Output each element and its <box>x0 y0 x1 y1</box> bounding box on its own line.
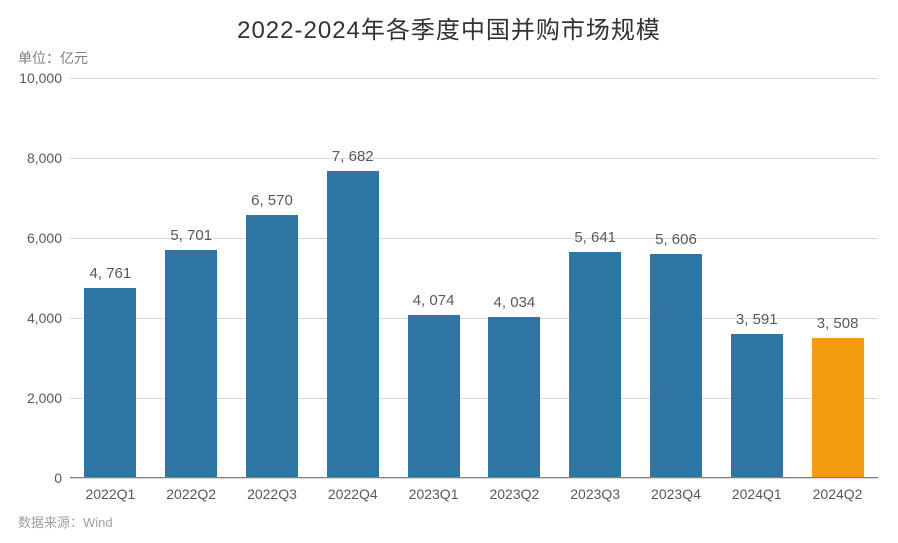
x-tick-label: 2024Q2 <box>813 486 863 502</box>
bar: 4, 034 <box>488 317 540 478</box>
x-axis <box>70 477 878 478</box>
bar: 5, 641 <box>569 252 621 478</box>
bar: 4, 761 <box>84 288 136 478</box>
chart-title: 2022-2024年各季度中国并购市场规模 <box>0 0 898 45</box>
bar-value-label: 3, 508 <box>817 315 859 332</box>
bar-slot: 5, 6062023Q4 <box>636 78 717 478</box>
bar-value-label: 6, 570 <box>251 192 293 209</box>
bar: 4, 074 <box>408 315 460 478</box>
bar: 3, 591 <box>731 334 783 478</box>
x-tick-label: 2022Q2 <box>166 486 216 502</box>
x-tick-label: 2022Q4 <box>328 486 378 502</box>
bar-slot: 7, 6822022Q4 <box>312 78 393 478</box>
bar-value-label: 3, 591 <box>736 311 778 328</box>
y-tick-label: 8,000 <box>27 150 62 166</box>
x-tick-label: 2024Q1 <box>732 486 782 502</box>
bar-slot: 5, 6412023Q3 <box>555 78 636 478</box>
x-tick-label: 2023Q2 <box>489 486 539 502</box>
bar-value-label: 4, 074 <box>413 292 455 309</box>
bar-slot: 4, 0342023Q2 <box>474 78 555 478</box>
bar-slot: 4, 0742023Q1 <box>393 78 474 478</box>
bar-slot: 4, 7612022Q1 <box>70 78 151 478</box>
y-tick-label: 2,000 <box>27 390 62 406</box>
x-tick-label: 2023Q3 <box>570 486 620 502</box>
unit-label: 单位：亿元 <box>18 48 88 68</box>
bar-slot: 5, 7012022Q2 <box>151 78 232 478</box>
source-label: 数据来源：Wind <box>18 512 113 531</box>
plot-area: 02,0004,0006,0008,00010,000 4, 7612022Q1… <box>70 78 878 478</box>
bar: 5, 606 <box>650 254 702 478</box>
bar-slot: 3, 5912024Q1 <box>716 78 797 478</box>
bar-slot: 3, 5082024Q2 <box>797 78 878 478</box>
bar-value-label: 7, 682 <box>332 148 374 165</box>
bar-value-label: 5, 606 <box>655 231 697 248</box>
bar-value-label: 4, 761 <box>90 265 132 282</box>
y-tick-label: 6,000 <box>27 230 62 246</box>
y-tick-label: 0 <box>54 470 62 486</box>
x-tick-label: 2023Q4 <box>651 486 701 502</box>
bar: 5, 701 <box>165 250 217 478</box>
x-tick-label: 2023Q1 <box>409 486 459 502</box>
bar-value-label: 5, 641 <box>574 229 616 246</box>
bar-value-label: 5, 701 <box>170 227 212 244</box>
bar: 6, 570 <box>246 215 298 478</box>
bar: 7, 682 <box>327 171 379 478</box>
bar-slot: 6, 5702022Q3 <box>232 78 313 478</box>
gridline <box>70 478 878 479</box>
bars-container: 4, 7612022Q15, 7012022Q26, 5702022Q37, 6… <box>70 78 878 478</box>
y-tick-label: 10,000 <box>19 70 62 86</box>
bar-value-label: 4, 034 <box>494 294 536 311</box>
y-tick-label: 4,000 <box>27 310 62 326</box>
x-tick-label: 2022Q1 <box>85 486 135 502</box>
bar: 3, 508 <box>812 338 864 478</box>
x-tick-label: 2022Q3 <box>247 486 297 502</box>
